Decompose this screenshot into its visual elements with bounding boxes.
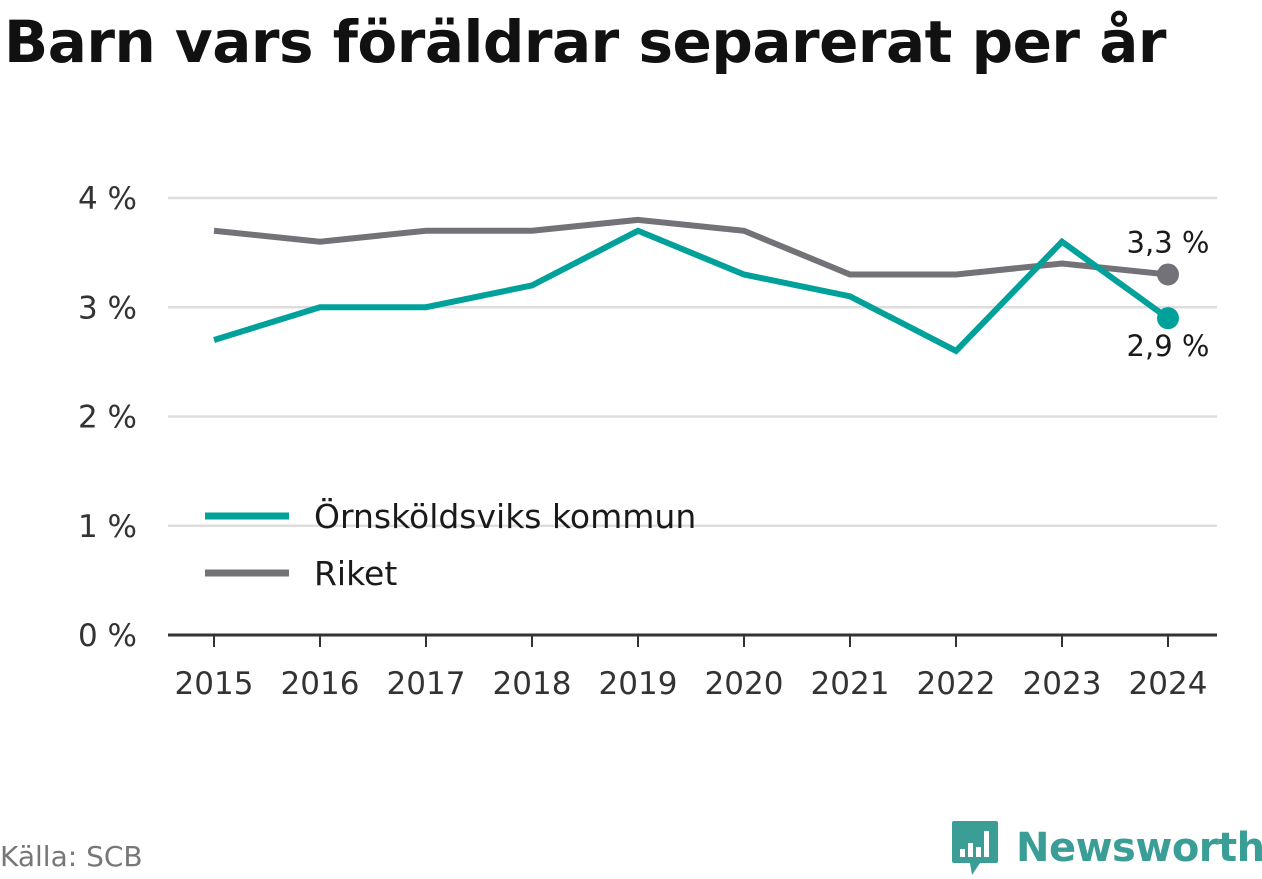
series-lines [213,216,1170,355]
legend-label: Riket [314,554,397,593]
chart-title: Barn vars föräldrar separerat per år [4,8,1166,76]
x-axis-labels: 2015 2016 2017 2018 2019 2020 2021 2022 2023 2024 [175,666,1208,702]
newsworthy-logo-icon [952,821,998,875]
x-tick-label: 2017 [387,666,466,702]
x-tick-label: 2023 [1023,666,1102,702]
legend-label: Örnsköldsviks kommun [314,496,696,536]
y-tick-label: 3 % [78,290,137,326]
end-point-label: 2,9 % [1127,329,1210,363]
end-markers: 2,9 % 3,3 % [1127,225,1210,363]
x-tick-label: 2022 [917,666,996,702]
x-tick-label: 2024 [1129,666,1208,702]
x-tick-label: 2019 [599,666,678,702]
end-point-marker [1157,263,1179,286]
y-tick-label: 0 % [78,618,137,654]
x-tick-label: 2015 [175,666,254,702]
legend: Örnsköldsviks kommun Riket [205,496,696,593]
x-tick-label: 2020 [705,666,784,702]
x-tick-label: 2018 [493,666,572,702]
x-tick-label: 2021 [811,666,890,702]
source-note: Källa: SCB [0,840,143,873]
end-point-marker [1157,307,1179,330]
y-tick-label: 2 % [78,400,137,436]
x-axis [168,633,1217,647]
brand-logo[interactable]: Newsworthy [950,818,1262,878]
brand-name: Newsworthy [1016,825,1262,871]
y-tick-label: 4 % [78,181,137,217]
series-line [213,227,1170,355]
end-point-label: 3,3 % [1127,225,1210,259]
y-axis-labels: 0 % 1 % 2 % 3 % 4 % [78,181,137,654]
series-line [213,216,1169,278]
y-tick-label: 1 % [78,509,137,545]
x-tick-label: 2016 [281,666,360,702]
